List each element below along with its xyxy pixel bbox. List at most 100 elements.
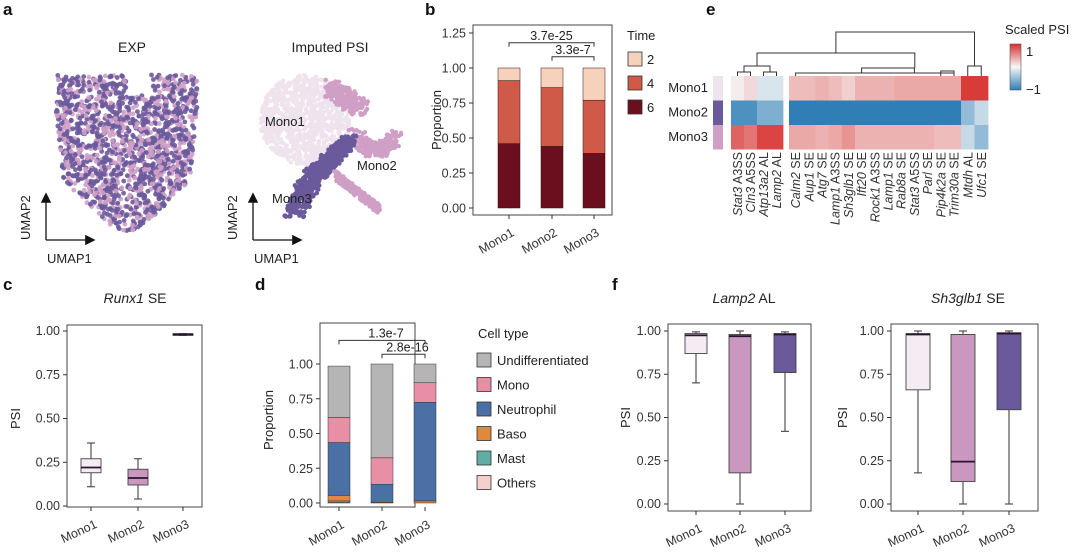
umap-psi-point [333,144,339,149]
umap-exp-point [185,131,191,137]
bar-segment-Neutrophil [327,442,351,496]
umap-exp-point [156,128,162,134]
umap-psi-point [313,87,318,92]
umap-exp-point [94,96,99,102]
bar-segment-6 [582,153,606,209]
umap-exp-point [134,201,139,206]
umap-psi-point [300,101,306,107]
umap-psi-point [290,80,296,85]
umap-exp-point [163,166,169,172]
umap-exp-point [110,138,115,144]
umap-exp-point [81,159,86,165]
gene-name: Lamp1 [882,172,896,210]
umap-psi-point [302,209,307,215]
significance-bracket [551,56,595,61]
umap-exp-point [159,194,164,200]
umap-exp-point [134,181,140,187]
umap-psi-point [336,118,342,123]
umap-exp-point [88,83,94,89]
umap-exp-point [57,137,62,143]
dendrogram-branch [795,72,955,76]
umap-exp-point [110,104,115,110]
y-tick-label: 0.00 [36,499,60,513]
x-tick-label: Mono1 [886,521,927,550]
umap-exp-point [166,110,172,115]
umap-exp-point [156,121,162,126]
umap-psi-point [286,120,292,126]
umap-exp-point [93,143,98,149]
umap-exp-point [190,147,196,153]
umap-exp-point [114,172,120,178]
umap-psi-point [321,114,326,119]
umap-exp-ylabel: UMAP2 [18,195,33,240]
umap-exp-point [189,87,194,93]
umap-exp-point [62,125,68,131]
umap-exp-point [183,136,189,142]
umap-psi-point [284,104,289,110]
row-label: Mono2 [668,105,708,120]
umap-psi-point [313,74,318,79]
umap-exp-point [130,140,136,146]
umap-exp-point [136,113,142,119]
umap-psi-point [327,123,332,129]
bar-segment-6 [540,146,564,209]
umap-exp-point [102,200,108,206]
umap-exp-point [68,117,74,123]
umap-exp-point [132,175,138,181]
umap-psi-point [361,96,366,101]
cluster-label-mono1: Mono1 [265,114,305,129]
umap-exp-point [55,73,61,78]
umap-psi-point [294,187,300,192]
heatmap-cell [828,125,843,150]
legend-swatch-6 [627,99,643,115]
umap-psi-point [307,129,312,135]
y-axis-label: PSI [8,408,23,429]
umap-psi-point [314,190,320,196]
umap-exp-point [100,138,106,144]
umap-psi-point [290,107,295,113]
y-tick-label: 0.75 [442,97,466,111]
umap-psi-point [329,115,334,121]
umap-psi-ylabel: UMAP2 [225,195,240,240]
umap-exp-point [147,103,153,109]
umap-exp-point [105,206,111,212]
umap-exp-point [123,213,129,219]
umap-psi-point [321,131,327,137]
umap-exp-point [88,201,93,207]
umap-exp-point [181,149,187,155]
umap-psi-point [334,150,339,156]
umap-exp-point [117,154,122,160]
x-tick-label: Mono2 [106,517,147,546]
umap-psi-point [302,192,308,197]
heatmap-cell [815,76,829,101]
umap-exp-point [93,190,99,196]
umap-exp-point [94,152,100,158]
legend-label: Others [497,476,537,491]
umap-psi-point [313,185,319,191]
column-label: Atg7 SE [816,152,830,199]
column-label: Calm2 SE [789,152,803,208]
umap-exp-point [75,143,81,149]
umap-psi-point [396,133,401,139]
heatmap-cell [921,76,935,101]
gene-name: Runx1 [103,290,143,306]
umap-psi-point [258,116,263,121]
umap-exp-point [174,173,180,179]
umap-exp-point [160,143,165,149]
x-tick-label: Mono3 [392,517,432,548]
umap-psi-point [331,163,337,168]
row-label: Mono1 [668,80,708,95]
umap-exp-point [115,224,121,230]
heatmap-cell [789,100,803,125]
umap-psi-point [286,131,292,137]
umap-exp-point [163,144,169,150]
gene-name: Aup1 [802,172,816,202]
bar-segment-2 [540,67,564,88]
umap-psi-point [357,129,362,134]
umap-exp-point [130,111,136,117]
plot-title: Sh3glb1 SE [931,290,1005,306]
umap-psi-point [293,152,298,157]
umap-exp-point [91,77,97,83]
legend-label: 6 [647,100,654,115]
